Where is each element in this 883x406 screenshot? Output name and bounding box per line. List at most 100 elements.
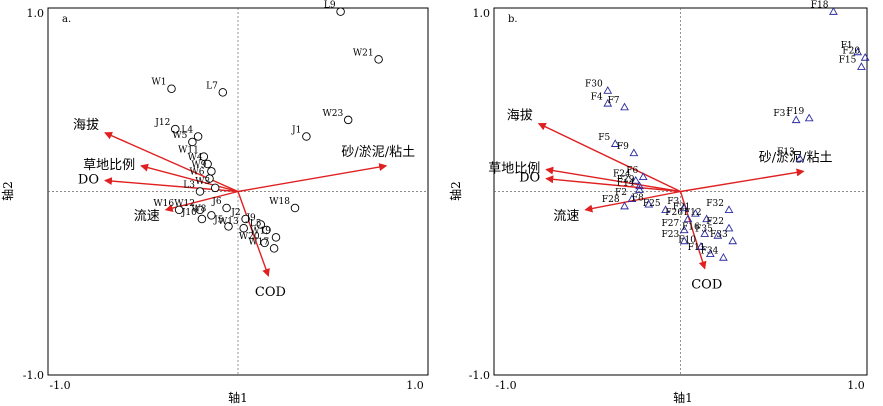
data-point xyxy=(631,175,641,184)
point-label: F15 xyxy=(839,56,857,66)
point-label: W9 xyxy=(191,160,206,170)
vector-label: 流速 xyxy=(134,209,160,224)
x-axis-label: 轴1 xyxy=(228,390,248,405)
data-point xyxy=(262,225,271,235)
y-tick-label: -1.0 xyxy=(23,369,44,382)
vector-label: DO xyxy=(519,171,540,186)
data-point xyxy=(193,132,203,141)
panel-label: b. xyxy=(508,14,518,25)
point-label: F25 xyxy=(643,199,661,209)
vector-label: 流速 xyxy=(553,209,579,224)
data-point xyxy=(679,203,689,212)
point-label: F5 xyxy=(598,133,610,143)
point-label: W3 xyxy=(195,177,210,187)
x-axis-label: 轴1 xyxy=(673,390,693,405)
point-label: F8 xyxy=(632,193,644,203)
point-label: F26 xyxy=(665,208,683,218)
data-point xyxy=(696,242,706,250)
point-label: W20 xyxy=(239,232,260,242)
vector-arrow xyxy=(237,163,388,193)
point-label: F32 xyxy=(706,199,724,209)
x-tick-label: 1.0 xyxy=(406,379,424,392)
data-point xyxy=(205,174,214,183)
point-label: W5 xyxy=(172,131,187,141)
data-point xyxy=(222,203,231,213)
x-tick-labels: -1.0 1.0 xyxy=(49,379,423,392)
data-point xyxy=(260,238,269,248)
point-label: L7 xyxy=(206,81,218,91)
y-tick-label: -1.0 xyxy=(469,369,490,382)
data-point xyxy=(603,98,613,107)
point-label: F19 xyxy=(786,107,804,117)
data-point xyxy=(271,233,281,242)
data-point xyxy=(728,236,738,245)
point-label: F4 xyxy=(591,92,603,102)
data-point xyxy=(167,84,176,93)
point-label: F24 xyxy=(613,169,631,179)
point-label: F7 xyxy=(608,96,620,106)
data-point xyxy=(374,55,383,64)
x-tick-labels: -1.0 1.0 xyxy=(495,379,864,392)
point-label: W18 xyxy=(269,197,290,207)
vector-arrow xyxy=(545,166,681,193)
point-label: F33 xyxy=(710,230,728,240)
data-point xyxy=(679,236,689,245)
y-tick-label: 1.0 xyxy=(27,7,45,20)
point-label: J6 xyxy=(211,197,222,207)
y-tick-label: 1.0 xyxy=(473,7,491,20)
data-point xyxy=(218,88,228,97)
vector-label: COD xyxy=(255,285,286,300)
vector-label: COD xyxy=(691,278,722,293)
point-label: W19 xyxy=(250,226,271,236)
data-point xyxy=(610,139,620,147)
point-label: F18 xyxy=(811,1,829,11)
point-label: F20 xyxy=(842,47,860,57)
point-label: J5 xyxy=(213,215,224,225)
data-point xyxy=(644,199,654,208)
data-point xyxy=(256,220,266,229)
data-point xyxy=(700,229,710,237)
data-point xyxy=(829,7,838,15)
vector-arrow xyxy=(104,131,239,193)
data-point xyxy=(343,115,353,125)
data-point xyxy=(207,167,216,176)
vector-arrow xyxy=(680,168,805,193)
point-label: F12 xyxy=(684,208,702,218)
vector-label: 海拔 xyxy=(507,109,533,124)
data-point xyxy=(795,153,805,162)
vector-arrow xyxy=(537,122,681,193)
data-point xyxy=(719,253,728,261)
vector-arrow xyxy=(140,163,239,193)
data-point xyxy=(207,211,216,220)
y-axis-label: 轴2 xyxy=(0,181,15,201)
point-label: F14 xyxy=(617,179,635,189)
point-label: F28 xyxy=(602,195,620,205)
y-tick-labels: 1.0 -1.0 xyxy=(23,7,44,382)
point-label: F16 xyxy=(682,223,700,233)
point-label: F6 xyxy=(626,166,638,176)
x-tick-label: -1.0 xyxy=(495,379,516,392)
point-label: F31 xyxy=(773,109,791,119)
y-axis-label: 轴2 xyxy=(448,181,463,201)
point-label: J9 xyxy=(245,214,256,224)
x-tick-label: -1.0 xyxy=(49,379,70,392)
data-point xyxy=(199,152,209,161)
point-label: L5 xyxy=(250,219,262,229)
point-label: W12 xyxy=(174,199,195,209)
point-label: F9 xyxy=(617,142,629,152)
vector-label: DO xyxy=(78,172,99,187)
data-point xyxy=(195,187,205,196)
point-label: J12 xyxy=(154,118,170,128)
data-point xyxy=(661,205,670,214)
vector-label: 砂/淤泥/粘土 xyxy=(341,145,415,160)
panel-label: a. xyxy=(62,14,71,25)
data-point xyxy=(210,183,220,193)
y-tick-labels: 1.0 -1.0 xyxy=(469,7,490,382)
vector-label: 海拔 xyxy=(73,118,99,133)
point-label: L9 xyxy=(324,1,336,11)
